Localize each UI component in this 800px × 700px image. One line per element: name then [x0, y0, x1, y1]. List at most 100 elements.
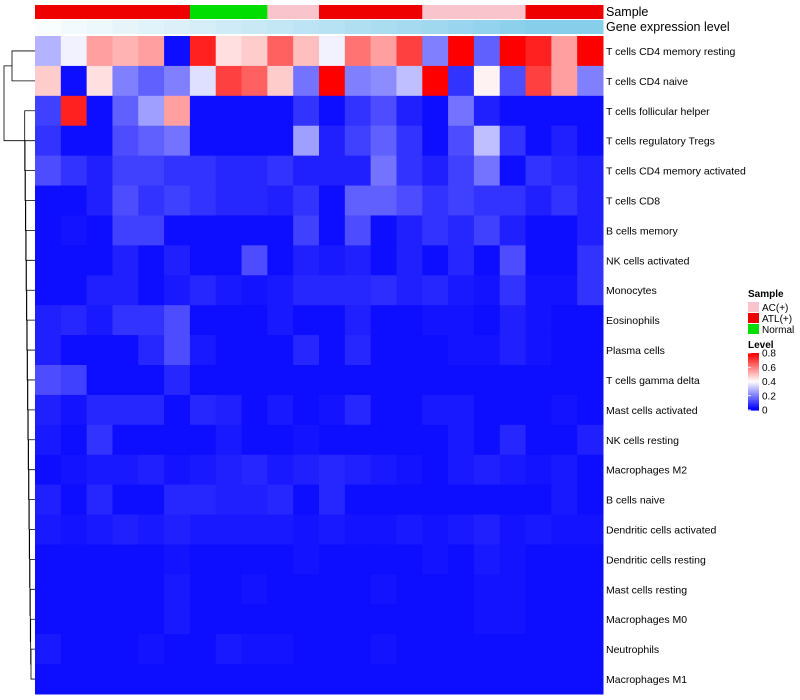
heatmap-cell	[86, 484, 113, 516]
heatmap-cell	[344, 604, 372, 635]
heatmap-cell	[319, 454, 346, 486]
heatmap-cell	[551, 574, 578, 605]
heatmap-cell	[241, 245, 268, 276]
heatmap-cell	[319, 484, 346, 516]
heatmap-cell	[189, 185, 217, 216]
heatmap-cell	[344, 36, 372, 67]
heatmap-cell	[473, 125, 501, 157]
heatmap-cell	[138, 484, 165, 516]
heatmap-cell	[241, 365, 268, 396]
heatmap-cell	[344, 574, 372, 605]
heatmap-cell	[60, 574, 88, 605]
heatmap-cell	[215, 634, 243, 665]
heatmap-cell	[577, 95, 604, 127]
heatmap-cell	[344, 305, 372, 336]
annotation-tracks	[35, 5, 604, 34]
heatmap-cell	[189, 544, 217, 575]
heatmap-cell	[319, 514, 346, 545]
heatmap-cell	[525, 36, 552, 67]
row-label: T cells regulatory Tregs	[606, 136, 715, 148]
legend-level-gradient-segment	[748, 391, 759, 394]
legend-level-gradient-segment	[748, 401, 759, 404]
legend-sample-swatch	[748, 324, 759, 334]
heatmap-cell	[551, 185, 578, 216]
heatmap-cell	[112, 185, 139, 216]
heatmap-cell	[448, 275, 475, 306]
heatmap-cell	[499, 305, 527, 336]
heatmap-cell	[86, 424, 113, 456]
heatmap-cell	[189, 215, 217, 246]
heatmap-cell	[319, 95, 346, 127]
heatmap-cell	[267, 335, 294, 366]
heatmap-cell	[267, 215, 294, 246]
heatmap-cell	[241, 424, 268, 456]
heatmap-cell	[319, 245, 346, 276]
heatmap-cell	[293, 664, 320, 695]
heatmap-cell	[215, 424, 243, 456]
heatmap-cell	[319, 544, 346, 575]
heatmap-cell	[60, 125, 88, 157]
heatmap-cell	[422, 664, 449, 695]
heatmap-cell	[215, 394, 243, 426]
legend-level-gradient-segment	[748, 408, 759, 411]
heatmap-cell	[422, 484, 449, 516]
heatmap-cell	[473, 185, 501, 216]
heatmap-cell	[86, 394, 113, 426]
heatmap-cell	[241, 604, 268, 635]
sample-track-cell	[86, 5, 113, 19]
heatmap-cell	[189, 394, 217, 426]
heatmap-cell	[241, 544, 268, 575]
heatmap-cell	[370, 544, 397, 575]
heatmap-cell	[577, 245, 604, 276]
legend-level-gradient-segment	[748, 405, 759, 408]
heatmap-cell	[422, 335, 449, 366]
heatmap-cell	[60, 155, 88, 187]
sample-track-cell	[422, 5, 449, 19]
heatmap-cell	[473, 155, 501, 187]
heatmap-cell	[35, 65, 62, 97]
heatmap-cell	[448, 185, 475, 216]
heatmap-cell	[525, 544, 552, 575]
expression-track-cell	[86, 20, 113, 34]
heatmap-cell	[241, 335, 268, 366]
heatmap-cell	[267, 454, 294, 486]
heatmap-cell	[525, 155, 552, 187]
heatmap-cell	[86, 215, 113, 246]
heatmap-cell	[473, 514, 501, 545]
heatmap-cell	[499, 275, 527, 306]
heatmap-cell	[448, 125, 475, 157]
heatmap-cell	[577, 394, 604, 426]
heatmap-cell	[551, 245, 578, 276]
heatmap-cell	[525, 394, 552, 426]
heatmap-cell	[473, 574, 501, 605]
heatmap-cell	[112, 65, 139, 97]
heatmap-cell	[267, 544, 294, 575]
heatmap-cell	[448, 454, 475, 486]
heatmap-cell	[422, 394, 449, 426]
heatmap-cell	[396, 36, 423, 67]
heatmap-cell	[35, 95, 62, 127]
heatmap-cell	[499, 664, 527, 695]
heatmap-cell	[448, 664, 475, 695]
legend-level-gradient-segment	[748, 378, 759, 381]
heatmap-cell	[448, 514, 475, 545]
row-label: B cells naive	[606, 495, 665, 507]
heatmap-cell	[164, 365, 191, 396]
row-label: T cells follicular helper	[606, 106, 710, 118]
sample-track-cell	[35, 5, 62, 19]
heatmap-cell	[525, 634, 552, 665]
heatmap-cell	[577, 365, 604, 396]
heatmap-cell	[577, 664, 604, 695]
heatmap-cell	[215, 454, 243, 486]
heatmap-cell	[551, 634, 578, 665]
heatmap-cell	[525, 95, 552, 127]
row-label: Macrophages M2	[606, 465, 687, 477]
heatmap-cell	[448, 365, 475, 396]
heatmap-cell	[35, 394, 62, 426]
legend-level-gradient-segment	[748, 367, 759, 370]
heatmap-cell	[215, 484, 243, 516]
heatmap-cell	[344, 275, 372, 306]
heatmap-cell	[86, 155, 113, 187]
heatmap-cell	[241, 155, 268, 187]
expression-track-cell	[164, 20, 191, 34]
